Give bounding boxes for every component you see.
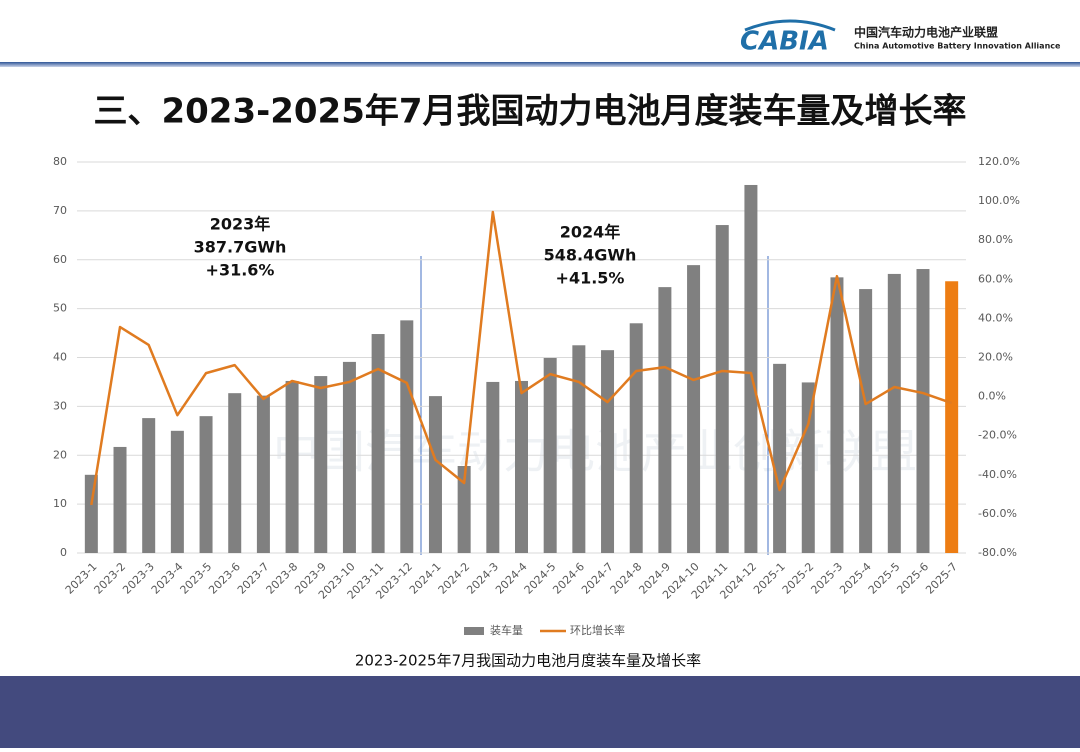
y2-tick-label: -60.0% [978,507,1017,520]
bar [801,382,815,553]
bar [84,474,98,553]
bar [486,381,500,553]
y-tick-label: 70 [53,204,67,217]
y2-tick-label: -80.0% [978,546,1017,559]
y2-tick-label: -40.0% [978,468,1017,481]
bar [715,225,729,553]
bar [945,281,959,553]
footer-band [0,676,1080,748]
bar [199,416,213,553]
bar [515,380,528,553]
annotation: +41.5% [556,269,625,288]
bar [629,323,643,553]
bar [371,334,385,553]
bar [543,357,557,553]
bar [457,466,471,553]
annotation: 548.4GWh [544,246,637,265]
annotation: 2024年 [560,223,621,242]
org-en: China Automotive Battery Innovation Alli… [854,42,1061,51]
annotation: +31.6% [206,261,275,280]
chart-title: 三、2023-2025年7月我国动力电池月度装车量及增长率 [93,92,966,132]
bar [142,418,156,553]
y-tick-label: 10 [53,497,67,510]
bar [830,277,844,553]
y2-tick-label: 40.0% [978,311,1013,324]
bar [687,265,701,553]
bar [916,269,930,553]
logo-arc [744,19,836,32]
bar [113,446,127,553]
bar [572,345,586,553]
y2-tick-label: 20.0% [978,351,1013,364]
legend-swatch [464,627,484,635]
y2-tick-label: 0.0% [978,390,1006,403]
bar [256,395,270,553]
y2-tick-label: -20.0% [978,429,1017,442]
y-tick-label: 30 [53,399,67,412]
legend-label: 装车量 [490,623,523,637]
bar [285,380,299,553]
bar [773,363,787,553]
bar [887,273,901,553]
x-tick-label: 2025-7 [923,560,960,597]
y2-tick-label: 60.0% [978,272,1013,285]
logo: CABIA [740,27,829,57]
watermark: 中国汽车动力电池产业创新联盟 [273,425,917,479]
y-tick-label: 0 [60,546,67,559]
caption: 2023-2025年7月我国动力电池月度装车量及增长率 [355,652,701,670]
y2-tick-label: 120.0% [978,155,1020,168]
y-tick-label: 50 [53,302,67,315]
bar [400,320,414,553]
annotation: 387.7GWh [194,238,287,257]
y-tick-label: 60 [53,253,67,266]
annotation: 2023年 [210,215,271,234]
line [90,210,953,506]
bar [170,430,184,553]
bar [314,376,328,553]
y-tick-label: 80 [53,155,67,168]
header-line [0,62,1080,67]
bar [658,287,672,553]
y-tick-label: 20 [53,448,67,461]
org-cn: 中国汽车动力电池产业联盟 [854,25,998,40]
bar [428,396,442,553]
legend-label: 环比增长率 [570,623,625,637]
y2-tick-label: 80.0% [978,233,1013,246]
y-tick-label: 40 [53,351,67,364]
bar [342,361,356,553]
bar [601,350,615,553]
bar [744,184,758,553]
y2-tick-label: 100.0% [978,194,1020,207]
bar [859,289,873,553]
bar [228,393,242,553]
